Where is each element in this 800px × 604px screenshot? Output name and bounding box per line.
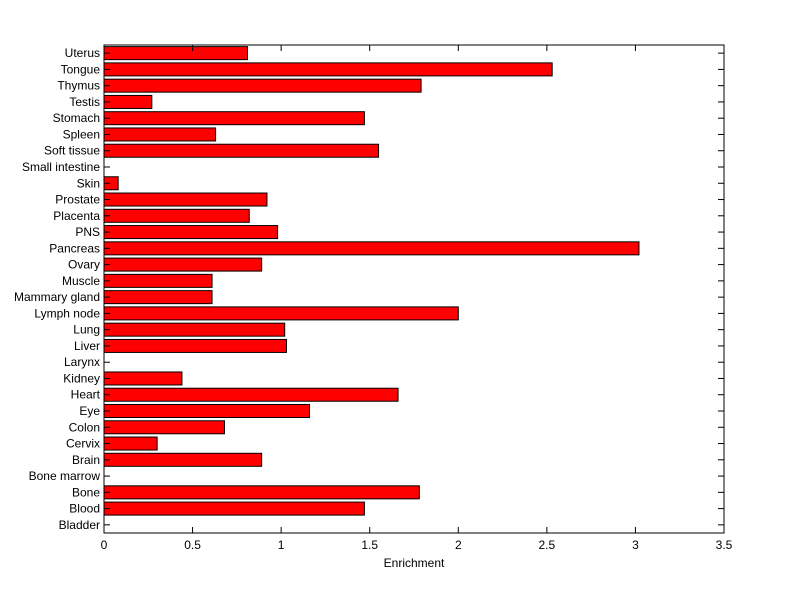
- y-tick-label: Stomach: [53, 111, 100, 125]
- bar-brain: [103, 452, 263, 467]
- y-tick-label: Liver: [74, 339, 100, 353]
- x-axis-label: Enrichment: [384, 556, 445, 570]
- y-tick-label: Heart: [71, 388, 101, 402]
- y-tick-label: Spleen: [63, 127, 100, 141]
- bar-kidney: [103, 371, 183, 386]
- x-tick-label: 1: [278, 538, 285, 552]
- y-tick-label: Soft tissue: [44, 144, 100, 158]
- bar-testis: [103, 94, 153, 109]
- y-tick-label: Kidney: [63, 371, 100, 385]
- y-tick-label: Colon: [69, 420, 100, 434]
- ticks-layer: [103, 45, 725, 533]
- bar-heart: [103, 387, 399, 402]
- y-tick-label: Larynx: [64, 355, 100, 369]
- y-tick-label: Small intestine: [22, 160, 100, 174]
- y-tick-label: Bone: [72, 485, 100, 499]
- y-tick-label: Thymus: [57, 79, 100, 93]
- y-tick-label: Lung: [73, 323, 100, 337]
- y-tick-label: Placenta: [53, 209, 100, 223]
- y-tick-label: Blood: [69, 502, 100, 516]
- plot-frame: [103, 44, 725, 534]
- bar-mammary-gland: [103, 290, 213, 305]
- bar-eye: [103, 403, 310, 418]
- x-tick-label: 2.5: [539, 538, 556, 552]
- y-tick-label: Cervix: [66, 437, 100, 451]
- y-tick-label: Lymph node: [34, 306, 100, 320]
- bar-thymus: [103, 78, 422, 93]
- bar-placenta: [103, 208, 250, 223]
- y-tick-label: Bladder: [59, 518, 100, 532]
- y-tick-label: Eye: [79, 404, 100, 418]
- bar-prostate: [103, 192, 268, 207]
- x-tick-label: 3: [632, 538, 639, 552]
- y-tick-label: Testis: [69, 95, 100, 109]
- y-tick-label: Pancreas: [49, 241, 100, 255]
- plot-background: [104, 45, 724, 533]
- y-tick-label: PNS: [75, 225, 100, 239]
- bar-uterus: [103, 46, 248, 61]
- bar-tongue: [103, 62, 553, 77]
- bar-cervix: [103, 436, 158, 451]
- bar-stomach: [103, 111, 365, 126]
- y-tick-label: Mammary gland: [14, 290, 100, 304]
- y-tick-label: Uterus: [65, 46, 100, 60]
- bar-bone: [103, 485, 420, 500]
- bar-lymph-node: [103, 306, 459, 321]
- bar-pancreas: [103, 241, 640, 256]
- y-tick-label: Skin: [77, 176, 100, 190]
- bar-ovary: [103, 257, 263, 272]
- bar-pns: [103, 225, 279, 240]
- y-tick-label: Bone marrow: [29, 469, 101, 483]
- bar-colon: [103, 420, 225, 435]
- bar-blood: [103, 501, 365, 516]
- x-tick-label: 3.5: [716, 538, 733, 552]
- labels-layer: Uterus Tongue Thymus Testis Stomach Spleen Sof…: [14, 46, 733, 552]
- y-tick-label: Prostate: [55, 193, 100, 207]
- bar-spleen: [103, 127, 217, 142]
- y-tick-label: Tongue: [61, 62, 101, 76]
- x-tick-label: 2: [455, 538, 462, 552]
- bar-lung: [103, 322, 286, 337]
- x-tick-label: 0: [101, 538, 108, 552]
- y-tick-label: Brain: [72, 453, 100, 467]
- x-tick-label: 0.5: [184, 538, 201, 552]
- y-tick-label: Muscle: [62, 274, 100, 288]
- bar-muscle: [103, 273, 213, 288]
- bar-liver: [103, 338, 287, 353]
- bar-soft-tissue: [103, 143, 380, 158]
- x-tick-label: 1.5: [361, 538, 378, 552]
- y-tick-label: Ovary: [68, 258, 100, 272]
